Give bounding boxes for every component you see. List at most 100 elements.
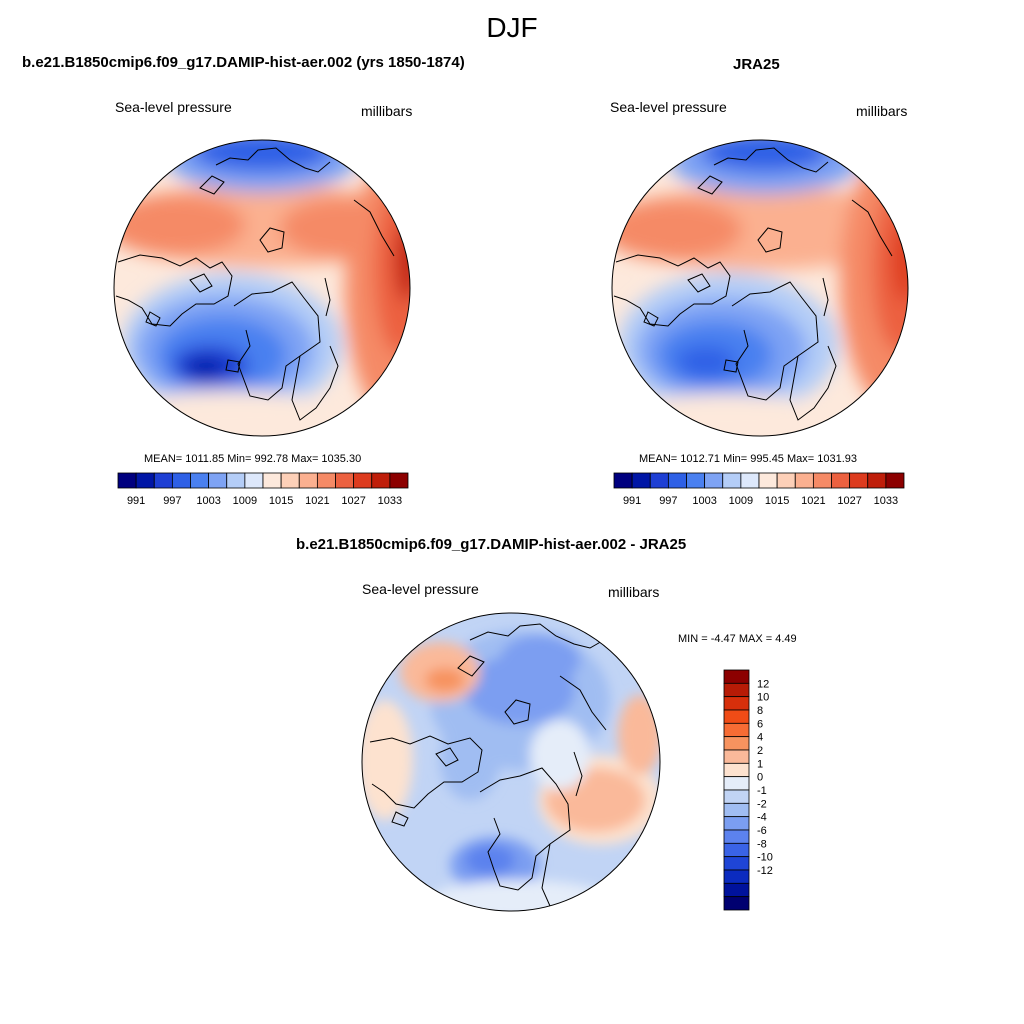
model-colorbar-swatch [117, 472, 137, 489]
obs-colorbar-swatch [867, 472, 887, 489]
diff-coastlines [369, 623, 607, 907]
obs-colorbar-tick-label: 997 [659, 495, 677, 507]
obs-colorbar-tick-label: 1003 [692, 495, 716, 507]
diff-colorbar-tick-label: -10 [757, 852, 773, 864]
diff-colorbar-swatch [723, 882, 750, 898]
model-colorbar-swatch [226, 472, 246, 489]
model-stats: MEAN= 1011.85 Min= 992.78 Max= 1035.30 [144, 453, 362, 465]
diff-stats: MIN = -4.47 MAX = 4.49 [678, 633, 797, 645]
diff-units-label: millibars [608, 584, 660, 600]
obs-colorbar-tick-label: 991 [623, 495, 641, 507]
obs-colorbar-swatch [831, 472, 851, 489]
model-units-label: millibars [361, 103, 413, 119]
model-colorbar-tick-label: 1003 [196, 495, 220, 507]
diff-colorbar-tick-label: -8 [757, 838, 767, 850]
obs-colorbar-swatch [740, 472, 760, 489]
model-colorbar-swatch [298, 472, 318, 489]
diff-colorbar-swatch [723, 682, 750, 698]
figure-title: DJF [486, 12, 538, 43]
model-coastlines [115, 147, 395, 421]
diff-colorbar-tick-label: 2 [757, 745, 763, 757]
model-colorbar-swatch [135, 472, 155, 489]
diff-slp-map [361, 612, 661, 912]
diff-colorbar-swatch [723, 736, 750, 751]
model-colorbar-tick-label: 1021 [305, 495, 329, 507]
diff-colorbar-swatch [723, 709, 750, 724]
model-colorbar-swatch [389, 472, 409, 489]
obs-variable-label: Sea-level pressure [610, 99, 727, 115]
diff-colorbar-swatch [723, 722, 750, 738]
obs-colorbar-swatch [686, 472, 706, 489]
diff-colorbar-tick-label: -12 [757, 865, 773, 877]
diff-colorbar-tick-label: -6 [757, 825, 767, 837]
diff-colorbar-swatch [723, 802, 750, 818]
obs-colorbar-swatch [613, 472, 633, 489]
diff-colorbar-swatch [723, 696, 750, 711]
obs-colorbar-swatch [667, 472, 687, 489]
diff-colorbar-tick-label: 1 [757, 758, 763, 770]
diff-colorbar-tick-label: 0 [757, 772, 763, 784]
diff-colorbar-tick-label: 6 [757, 718, 763, 730]
diff-colorbar-swatch [723, 896, 750, 911]
diff-colorbar-swatch [723, 669, 750, 684]
obs-map-boundary [611, 139, 909, 437]
diff-colorbar-swatch [723, 762, 750, 778]
diff-colorbar-swatch [723, 842, 750, 858]
model-colorbar-swatch [280, 472, 300, 489]
diff-colorbar-swatch [723, 776, 750, 791]
obs-colorbar-swatch [722, 472, 742, 489]
model-colorbar-tick-label: 1015 [269, 495, 293, 507]
model-colorbar-swatch [190, 472, 210, 489]
model-panel-title: b.e21.B1850cmip6.f09_g17.DAMIP-hist-aer.… [22, 54, 465, 71]
obs-units-label: millibars [856, 103, 908, 119]
diff-colorbar-swatch [723, 869, 750, 884]
obs-colorbar-swatch [649, 472, 669, 489]
diff-colorbar-tick-label: -1 [757, 785, 767, 797]
diff-panel-title: b.e21.B1850cmip6.f09_g17.DAMIP-hist-aer.… [296, 536, 687, 553]
obs-colorbar-swatch [885, 472, 905, 489]
model-colorbar-swatch [244, 472, 264, 489]
model-colorbar: 991 997 1003 1009 1015 1021 1027 1033 [117, 472, 409, 507]
diff-colorbar-tick-label: -2 [757, 798, 767, 810]
obs-colorbar-tick-label: 1015 [765, 495, 789, 507]
obs-colorbar-tick-label: 1027 [837, 495, 861, 507]
model-map-boundary [113, 139, 411, 437]
diff-colorbar-tick-label: 4 [757, 732, 763, 744]
obs-colorbar-swatch [794, 472, 814, 489]
model-colorbar-swatch [262, 472, 282, 489]
obs-panel-title: JRA25 [733, 56, 780, 73]
model-colorbar-swatch [208, 472, 228, 489]
diff-map-boundary [361, 612, 661, 912]
diff-variable-label: Sea-level pressure [362, 581, 479, 597]
obs-colorbar-swatch [758, 472, 778, 489]
model-colorbar-swatch [171, 472, 191, 489]
obs-slp-map [611, 139, 909, 437]
obs-colorbar: 991 997 1003 1009 1015 1021 1027 1033 [613, 472, 905, 507]
obs-coastlines [613, 147, 893, 421]
model-colorbar-tick-label: 1009 [233, 495, 257, 507]
obs-colorbar-tick-label: 1009 [729, 495, 753, 507]
model-colorbar-swatch [335, 472, 355, 489]
diff-colorbar-swatch [723, 816, 750, 831]
obs-colorbar-swatch [812, 472, 832, 489]
diff-colorbar-swatch [723, 856, 750, 871]
diff-colorbar-tick-label: 8 [757, 705, 763, 717]
model-colorbar-tick-label: 991 [127, 495, 145, 507]
obs-stats: MEAN= 1012.71 Min= 995.45 Max= 1031.93 [639, 453, 858, 465]
model-colorbar-swatch [371, 472, 391, 489]
model-variable-label: Sea-level pressure [115, 99, 232, 115]
model-colorbar-swatch [316, 472, 336, 489]
diff-colorbar-swatch [723, 749, 750, 764]
model-slp-map [113, 139, 411, 437]
model-colorbar-swatch [153, 472, 173, 489]
model-colorbar-tick-label: 1027 [341, 495, 365, 507]
diff-colorbar-tick-label: -4 [757, 812, 767, 824]
obs-colorbar-swatch [704, 472, 724, 489]
diff-colorbar-tick-label: 10 [757, 692, 769, 704]
model-colorbar-swatch [353, 472, 373, 489]
model-colorbar-tick-label: 997 [163, 495, 181, 507]
diff-colorbar-swatch [723, 789, 750, 804]
model-colorbar-tick-label: 1033 [378, 495, 402, 507]
